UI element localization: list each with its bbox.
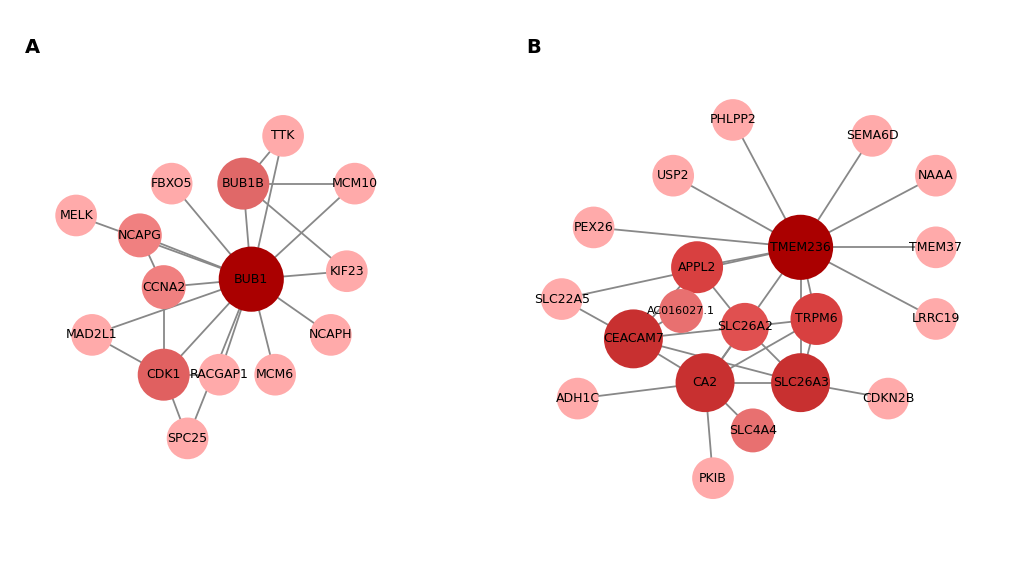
Point (673, 306, 689, 315)
Point (807, 315, 823, 324)
Point (322, 330, 338, 339)
Text: A: A (25, 38, 41, 57)
Text: CDK1: CDK1 (147, 368, 180, 381)
Text: MCM10: MCM10 (331, 177, 377, 190)
Point (625, 334, 641, 343)
Point (704, 473, 720, 482)
Point (163, 179, 179, 188)
Text: MAD2L1: MAD2L1 (66, 328, 118, 341)
Point (792, 243, 808, 252)
Point (744, 426, 760, 435)
Point (267, 370, 283, 379)
Text: USP2: USP2 (656, 169, 689, 182)
Point (736, 323, 752, 332)
Text: TMEM236: TMEM236 (769, 241, 830, 254)
Point (879, 394, 896, 403)
Text: CEACAM7: CEACAM7 (602, 332, 663, 345)
Point (179, 434, 196, 443)
Point (927, 315, 944, 324)
Text: FBXO5: FBXO5 (151, 177, 193, 190)
Text: SPC25: SPC25 (167, 432, 208, 445)
Text: SEMA6D: SEMA6D (845, 129, 898, 142)
Point (585, 223, 601, 232)
Text: NAAA: NAAA (917, 169, 953, 182)
Text: SLC26A2: SLC26A2 (716, 320, 772, 333)
Text: BUB1: BUB1 (234, 272, 268, 285)
Text: B: B (526, 38, 541, 57)
Text: PKIB: PKIB (698, 472, 727, 485)
Text: TMEM37: TMEM37 (909, 241, 962, 254)
Point (84, 330, 100, 339)
Point (725, 115, 741, 124)
Point (688, 263, 704, 272)
Text: SLC26A3: SLC26A3 (771, 376, 827, 389)
Point (155, 370, 171, 379)
Text: CCNA2: CCNA2 (142, 280, 185, 294)
Point (553, 294, 570, 303)
Text: CA2: CA2 (692, 376, 717, 389)
Point (346, 179, 363, 188)
Text: PEX26: PEX26 (573, 221, 612, 234)
Point (68, 211, 85, 220)
Point (792, 378, 808, 387)
Point (338, 267, 355, 276)
Text: MELK: MELK (59, 209, 93, 222)
Text: APPL2: APPL2 (678, 261, 715, 274)
Text: TRPM6: TRPM6 (795, 312, 837, 325)
Text: RACGAP1: RACGAP1 (190, 368, 249, 381)
Point (211, 370, 227, 379)
Text: BUB1B: BUB1B (222, 177, 265, 190)
Point (927, 171, 944, 180)
Point (664, 171, 681, 180)
Text: NCAPH: NCAPH (309, 328, 353, 341)
Text: TTK: TTK (271, 129, 294, 142)
Text: AC016027.1: AC016027.1 (646, 306, 714, 316)
Text: CDKN2B: CDKN2B (861, 392, 913, 405)
Text: LRRC19: LRRC19 (911, 312, 959, 325)
Point (569, 394, 585, 403)
Point (235, 179, 252, 188)
Point (275, 131, 291, 140)
Text: SLC4A4: SLC4A4 (729, 424, 776, 437)
Point (863, 131, 879, 140)
Text: PHLPP2: PHLPP2 (709, 114, 755, 127)
Text: NCAPG: NCAPG (118, 229, 162, 242)
Text: SLC22A5: SLC22A5 (533, 293, 589, 306)
Text: ADH1C: ADH1C (555, 392, 599, 405)
Text: MCM6: MCM6 (256, 368, 293, 381)
Text: KIF23: KIF23 (329, 265, 364, 278)
Point (131, 231, 148, 240)
Point (243, 275, 259, 284)
Point (927, 243, 944, 252)
Point (696, 378, 712, 387)
Point (155, 283, 171, 292)
